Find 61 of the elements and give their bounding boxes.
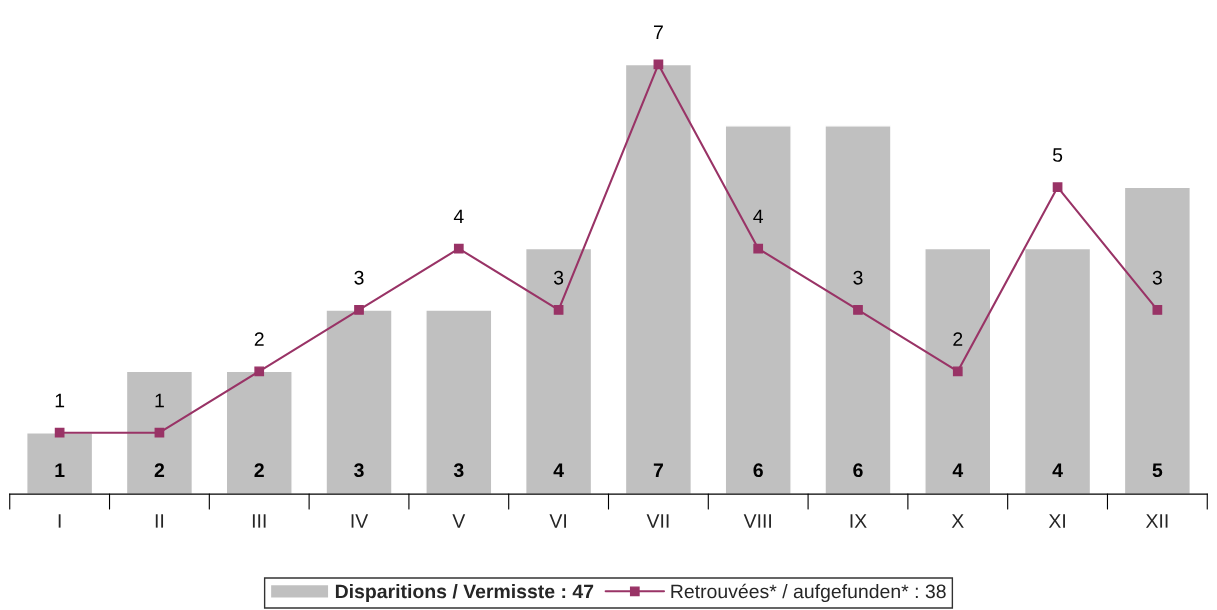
data-label: 2 xyxy=(254,463,264,477)
point xyxy=(54,427,65,438)
bar xyxy=(524,247,593,495)
point xyxy=(154,427,165,438)
point xyxy=(1152,305,1163,315)
point xyxy=(853,305,863,315)
data-label: 6 xyxy=(753,463,763,478)
bar xyxy=(824,125,892,495)
x-tick-label: II xyxy=(155,514,164,528)
data-label: 4 xyxy=(453,209,464,224)
bar xyxy=(425,309,493,495)
point xyxy=(553,305,564,315)
bar xyxy=(724,125,792,495)
point xyxy=(453,243,464,254)
data-label: 6 xyxy=(853,463,863,478)
point xyxy=(254,366,265,377)
bar xyxy=(1123,186,1191,495)
data-label: 5 xyxy=(1052,148,1063,162)
data-label: 5 xyxy=(1152,463,1163,478)
bar xyxy=(924,247,992,495)
data-label: 1 xyxy=(155,393,164,408)
data-label: 4 xyxy=(1052,463,1063,477)
bar xyxy=(325,309,393,495)
data-label: 7 xyxy=(653,463,663,477)
data-label: 2 xyxy=(254,332,264,346)
bar xyxy=(624,63,693,495)
data-label: 2 xyxy=(154,463,165,477)
point xyxy=(952,366,963,377)
point xyxy=(1052,182,1063,193)
data-label: 1 xyxy=(55,463,65,477)
x-tick-label: IV xyxy=(351,514,369,528)
data-label: 4 xyxy=(553,463,564,477)
data-label: 1 xyxy=(55,393,65,408)
data-label: 4 xyxy=(753,209,764,224)
x-tick-label: IX xyxy=(850,514,867,528)
data-label: 3 xyxy=(553,270,564,285)
x-tick-label: X xyxy=(951,514,964,528)
x-tick-label: VII xyxy=(646,514,669,528)
point xyxy=(753,243,764,254)
x-tick-label: XI xyxy=(1048,514,1065,528)
bar xyxy=(125,370,194,495)
legend-label: Retrouvées* / aufgefunden* : 38 xyxy=(671,583,946,603)
data-label: 3 xyxy=(354,270,364,285)
data-label: 3 xyxy=(453,463,464,478)
bar xyxy=(225,370,293,495)
x-tick-label: III xyxy=(252,514,266,528)
legend-label: Disparitions / Vermisste : 47 xyxy=(335,584,594,603)
bar xyxy=(26,432,94,495)
x-tick-label: VI xyxy=(549,514,566,528)
data-label: 2 xyxy=(953,332,963,346)
data-label: 3 xyxy=(853,270,863,285)
x-tick-label: I xyxy=(58,514,61,528)
x-tick-label: V xyxy=(452,514,466,528)
data-label: 3 xyxy=(354,463,364,478)
x-tick-label: VIII xyxy=(743,514,771,528)
x-tick-label: XII xyxy=(1145,514,1168,528)
data-label: 4 xyxy=(952,463,964,477)
data-label: 7 xyxy=(653,25,663,39)
bar xyxy=(1023,247,1092,495)
data-label: 3 xyxy=(1152,270,1162,285)
point xyxy=(354,305,364,315)
